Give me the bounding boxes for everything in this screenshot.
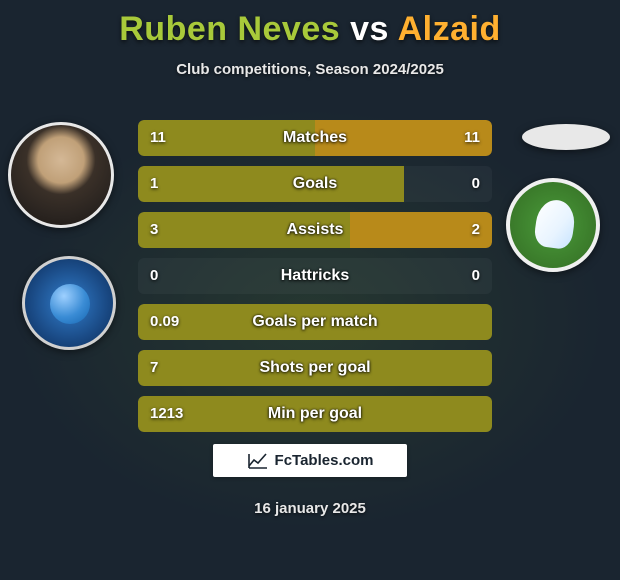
stat-label: Goals per match <box>138 304 492 340</box>
brand-logo-icon <box>247 452 269 470</box>
stat-row: 7Shots per goal <box>138 350 492 386</box>
stat-label: Hattricks <box>138 258 492 294</box>
comparison-title: Ruben Neves vs Alzaid <box>0 0 620 49</box>
brand-badge: FcTables.com <box>213 444 407 477</box>
subtitle: Club competitions, Season 2024/2025 <box>0 61 620 78</box>
stat-row: 10Goals <box>138 166 492 202</box>
vs-text: vs <box>350 10 389 48</box>
stat-row: 0.09Goals per match <box>138 304 492 340</box>
player2-avatar <box>522 124 610 150</box>
player2-name: Alzaid <box>398 10 501 48</box>
stat-row: 00Hattricks <box>138 258 492 294</box>
stat-label: Goals <box>138 166 492 202</box>
stat-row: 1111Matches <box>138 120 492 156</box>
player1-name: Ruben Neves <box>119 10 340 48</box>
player1-avatar <box>8 122 114 228</box>
stat-row: 32Assists <box>138 212 492 248</box>
player1-club-badge <box>22 256 116 350</box>
stat-label: Shots per goal <box>138 350 492 386</box>
stat-label: Matches <box>138 120 492 156</box>
date-text: 16 january 2025 <box>0 500 620 517</box>
player2-club-badge <box>506 178 600 272</box>
stat-label: Assists <box>138 212 492 248</box>
stats-bars: 1111Matches 10Goals 32Assists 00Hattricks 0.… <box>138 120 492 442</box>
stat-label: Min per goal <box>138 396 492 432</box>
stat-row: 1213Min per goal <box>138 396 492 432</box>
brand-text: FcTables.com <box>275 452 374 469</box>
